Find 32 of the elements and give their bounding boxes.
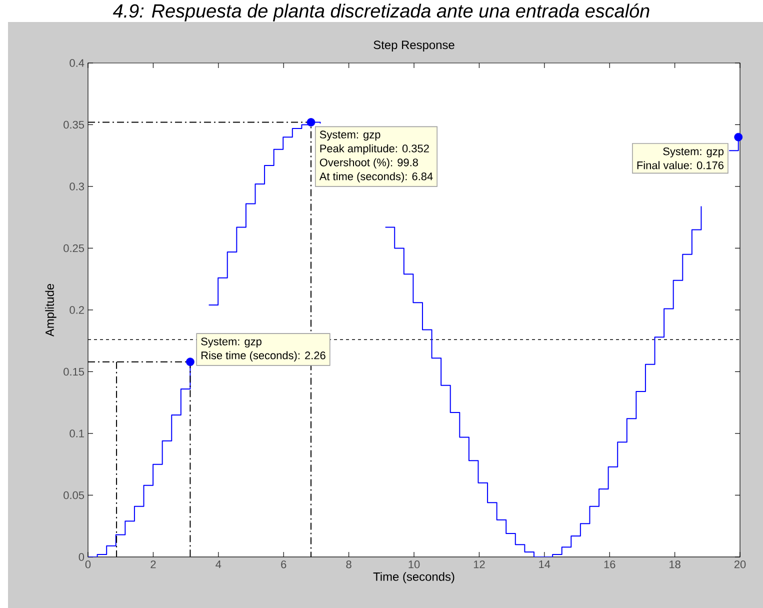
x-tick-label: 8 xyxy=(346,560,352,568)
text: 4.9: Respuesta de planta discretizada ante una entrada escalón xyxy=(112,4,650,22)
x-tick-label: 20 xyxy=(734,560,746,568)
y-tick-label: 0.25 xyxy=(64,244,84,252)
y-axis-title: Amplitude xyxy=(45,284,56,337)
annotation: Final value: 0.176 xyxy=(637,161,724,170)
x-tick-label: 12 xyxy=(474,560,485,568)
chart-title: Step Response xyxy=(374,40,454,52)
x-tick-label: 16 xyxy=(604,560,616,568)
y-tick-label: 0.3 xyxy=(70,182,84,190)
x-tick-label: 4 xyxy=(216,560,222,568)
x-tick-label: 2 xyxy=(150,560,156,568)
y-tick-label: 0.15 xyxy=(64,368,84,376)
y-tick-label: 0.05 xyxy=(64,491,84,500)
y-tick-label: 0.1 xyxy=(70,430,84,438)
annotation: System: gzp xyxy=(201,338,262,348)
annotation: Peak amplitude: 0.352 xyxy=(320,144,429,155)
x-tick-label: 10 xyxy=(408,560,420,568)
x-tick-label: 6 xyxy=(281,560,286,568)
x-axis-title: Time (seconds) xyxy=(373,572,454,584)
annotation: System: gzp xyxy=(663,147,724,158)
y-tick-label: 0.2 xyxy=(70,306,84,314)
annotation: Rise time (seconds): 2.26 xyxy=(202,351,326,362)
y-tick-label: 0.4 xyxy=(70,59,84,67)
y-tick-label: 0.35 xyxy=(64,120,84,129)
annotation: System: gzp xyxy=(320,130,380,141)
x-tick-label: 18 xyxy=(670,560,680,568)
y-tick-label: 0 xyxy=(78,553,84,561)
annotation: Overshoot (%): 99.8 xyxy=(320,158,418,168)
x-tick-label: 0 xyxy=(85,560,91,568)
x-tick-label: 14 xyxy=(539,560,550,568)
annotation: At time (seconds): 6.84 xyxy=(319,172,433,182)
